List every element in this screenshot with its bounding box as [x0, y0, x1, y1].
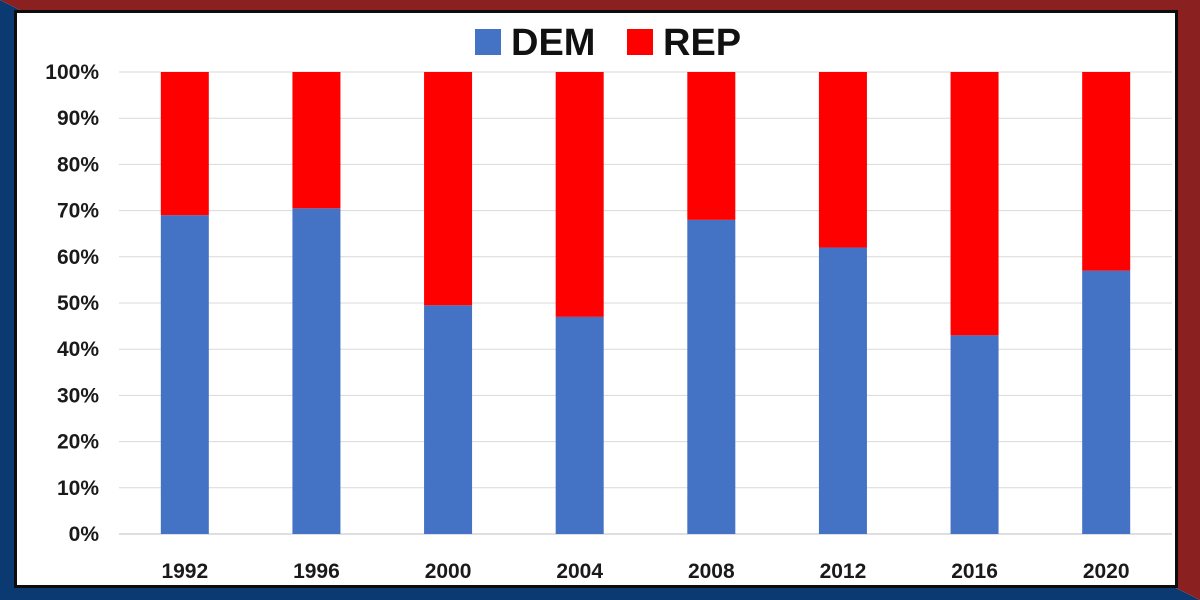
- y-tick-label: 30%: [57, 384, 99, 407]
- x-tick-label: 1992: [161, 560, 208, 583]
- x-tick-label: 2012: [820, 560, 867, 583]
- bar-dem-1992: [160, 215, 209, 534]
- bar-rep-2008: [687, 72, 736, 220]
- x-tick-label: 2020: [1083, 560, 1130, 583]
- bar-rep-2004: [555, 72, 604, 317]
- bar-rep-2020: [1082, 72, 1131, 271]
- chart-panel: 0% 10% 20% 30% 40% 50% 60% 70% 80% 90% 100% 1992 199…: [14, 10, 1178, 588]
- bar-dem-2004: [555, 316, 604, 534]
- bar-rep-2016: [950, 72, 999, 336]
- bar-dem-2020: [1082, 270, 1131, 534]
- legend-label-rep: REP: [663, 22, 741, 64]
- bar-dem-2008: [687, 219, 736, 534]
- y-tick-label: 100%: [45, 61, 99, 84]
- legend-label-dem: DEM: [511, 22, 595, 64]
- y-tick-label: 20%: [57, 431, 99, 454]
- bar-dem-2012: [818, 247, 867, 534]
- y-tick-label: 50%: [57, 292, 99, 315]
- y-tick-label: 10%: [57, 477, 99, 500]
- bar-dem-2000: [424, 305, 473, 534]
- bar-rep-2012: [818, 72, 867, 248]
- x-tick-label: 2008: [688, 560, 735, 583]
- y-tick-label: 90%: [57, 107, 99, 130]
- y-tick-label: 40%: [57, 338, 99, 361]
- y-tick-label: 70%: [57, 200, 99, 223]
- bar-rep-2000: [424, 72, 473, 306]
- bar-dem-1996: [292, 208, 341, 535]
- y-tick-label: 0%: [69, 523, 100, 546]
- bar-dem-2016: [950, 335, 999, 534]
- bar-rep-1992: [160, 72, 209, 216]
- x-tick-label: 1996: [293, 560, 340, 583]
- bar-rep-1996: [292, 72, 341, 209]
- y-tick-label: 60%: [57, 246, 99, 269]
- x-tick-label: 2016: [951, 560, 998, 583]
- legend-swatch-dem: [475, 29, 501, 55]
- x-tick-label: 2004: [556, 560, 603, 583]
- x-tick-label: 2000: [425, 560, 472, 583]
- y-tick-label: 80%: [57, 153, 99, 176]
- stacked-bar-chart: 0% 10% 20% 30% 40% 50% 60% 70% 80% 90% 100% 1992 199…: [45, 22, 1172, 583]
- legend-swatch-rep: [627, 29, 653, 55]
